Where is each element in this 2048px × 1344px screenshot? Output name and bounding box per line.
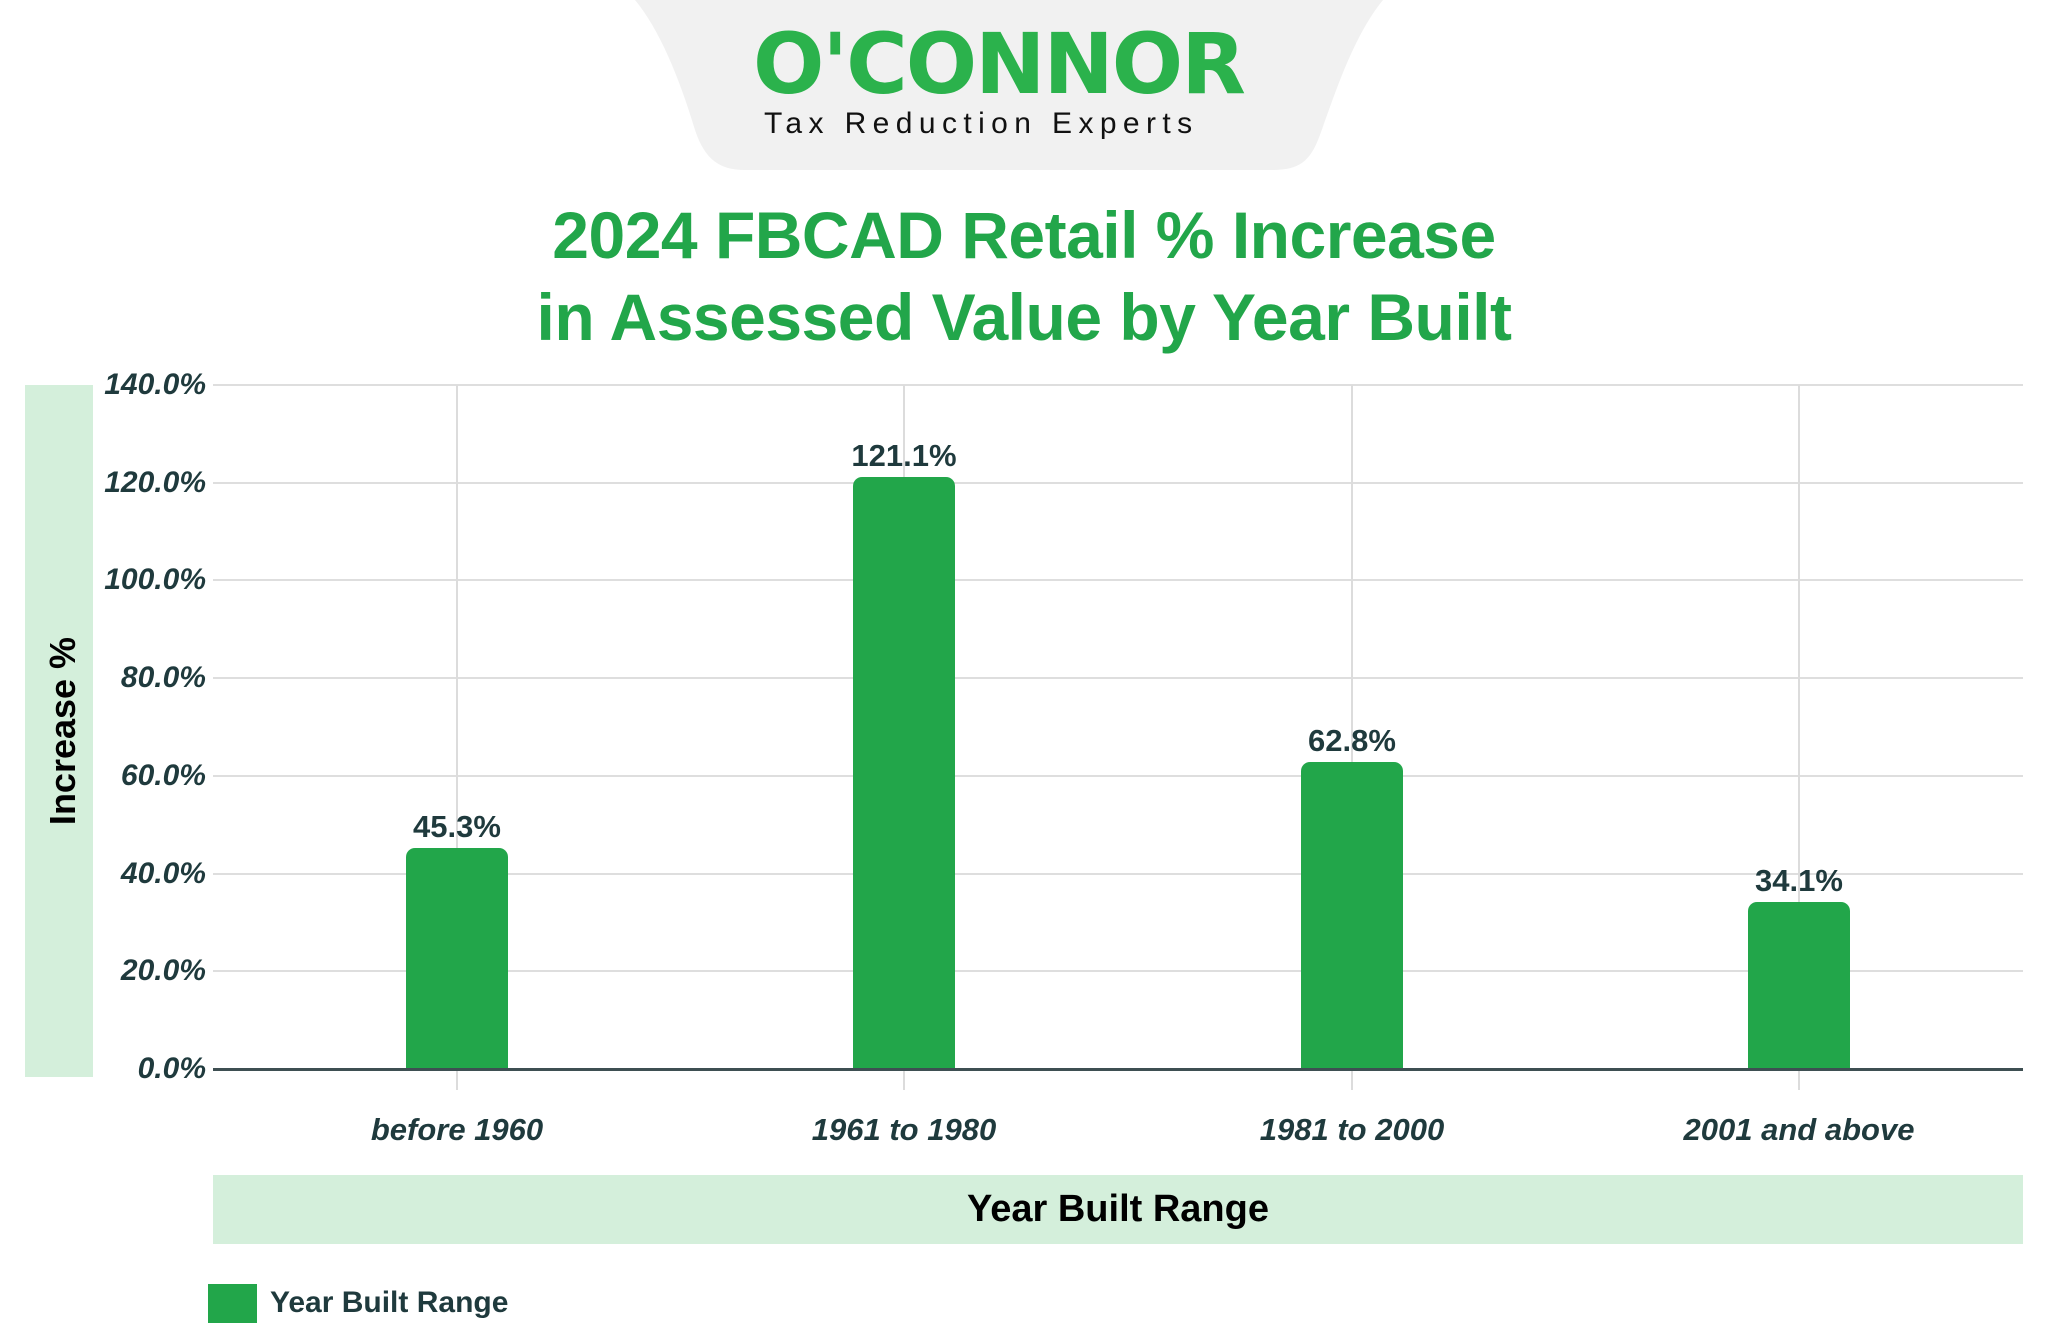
y-tick-label: 60.0% [120, 758, 206, 792]
x-axis-title: Year Built Range [967, 1188, 1269, 1230]
legend-swatch [208, 1284, 257, 1323]
y-tick-label: 40.0% [120, 856, 206, 890]
bar-value-label: 62.8% [1308, 723, 1396, 759]
gridline-horizontal [213, 677, 2023, 680]
x-tick-label: before 1960 [370, 1112, 544, 1147]
y-tick-label: 120.0% [104, 465, 206, 499]
gridline-horizontal [213, 481, 2023, 484]
chart-title-line-1: 2024 FBCAD Retail % Increase [552, 198, 1496, 272]
x-axis-baseline [213, 1068, 2023, 1071]
logo-background [635, 0, 1383, 170]
y-tick-label: 80.0% [120, 661, 206, 695]
x-axis-title-band [213, 1175, 2023, 1244]
bar-value-label: 34.1% [1755, 863, 1843, 899]
legend-label: Year Built Range [270, 1286, 509, 1319]
bar-value-label: 45.3% [413, 808, 501, 844]
gridline-horizontal [213, 970, 2023, 973]
gridline-vertical [456, 385, 458, 1090]
y-axis-title: Increase % [42, 636, 83, 826]
gridline-horizontal [213, 774, 2023, 777]
x-tick-label: 1981 to 2000 [1259, 1112, 1445, 1147]
bar [853, 477, 955, 1069]
y-tick-label: 140.0% [104, 368, 206, 401]
x-tick-label: 1961 to 1980 [811, 1112, 997, 1147]
bar [1301, 762, 1403, 1069]
gridline-horizontal [213, 384, 2023, 386]
logo-tagline: Tax Reduction Experts [764, 107, 1199, 140]
chart-title-line-2: in Assessed Value by Year Built [536, 280, 1512, 354]
bar [406, 847, 508, 1069]
gridline-vertical [1351, 385, 1353, 1090]
x-tick-label: 2001 and above [1683, 1112, 1915, 1147]
bar [1748, 902, 1850, 1069]
y-tick-label: 0.0% [137, 1052, 206, 1085]
gridline-horizontal [213, 872, 2023, 875]
y-axis-title-band [25, 385, 93, 1077]
y-tick-label: 100.0% [104, 563, 206, 597]
bar-value-label: 121.1% [851, 438, 957, 474]
y-tick-label: 20.0% [120, 954, 206, 988]
gridline-vertical [1798, 385, 1800, 1090]
logo-wordmark: O'CONNOR [753, 15, 1246, 113]
gridline-horizontal [213, 579, 2023, 582]
